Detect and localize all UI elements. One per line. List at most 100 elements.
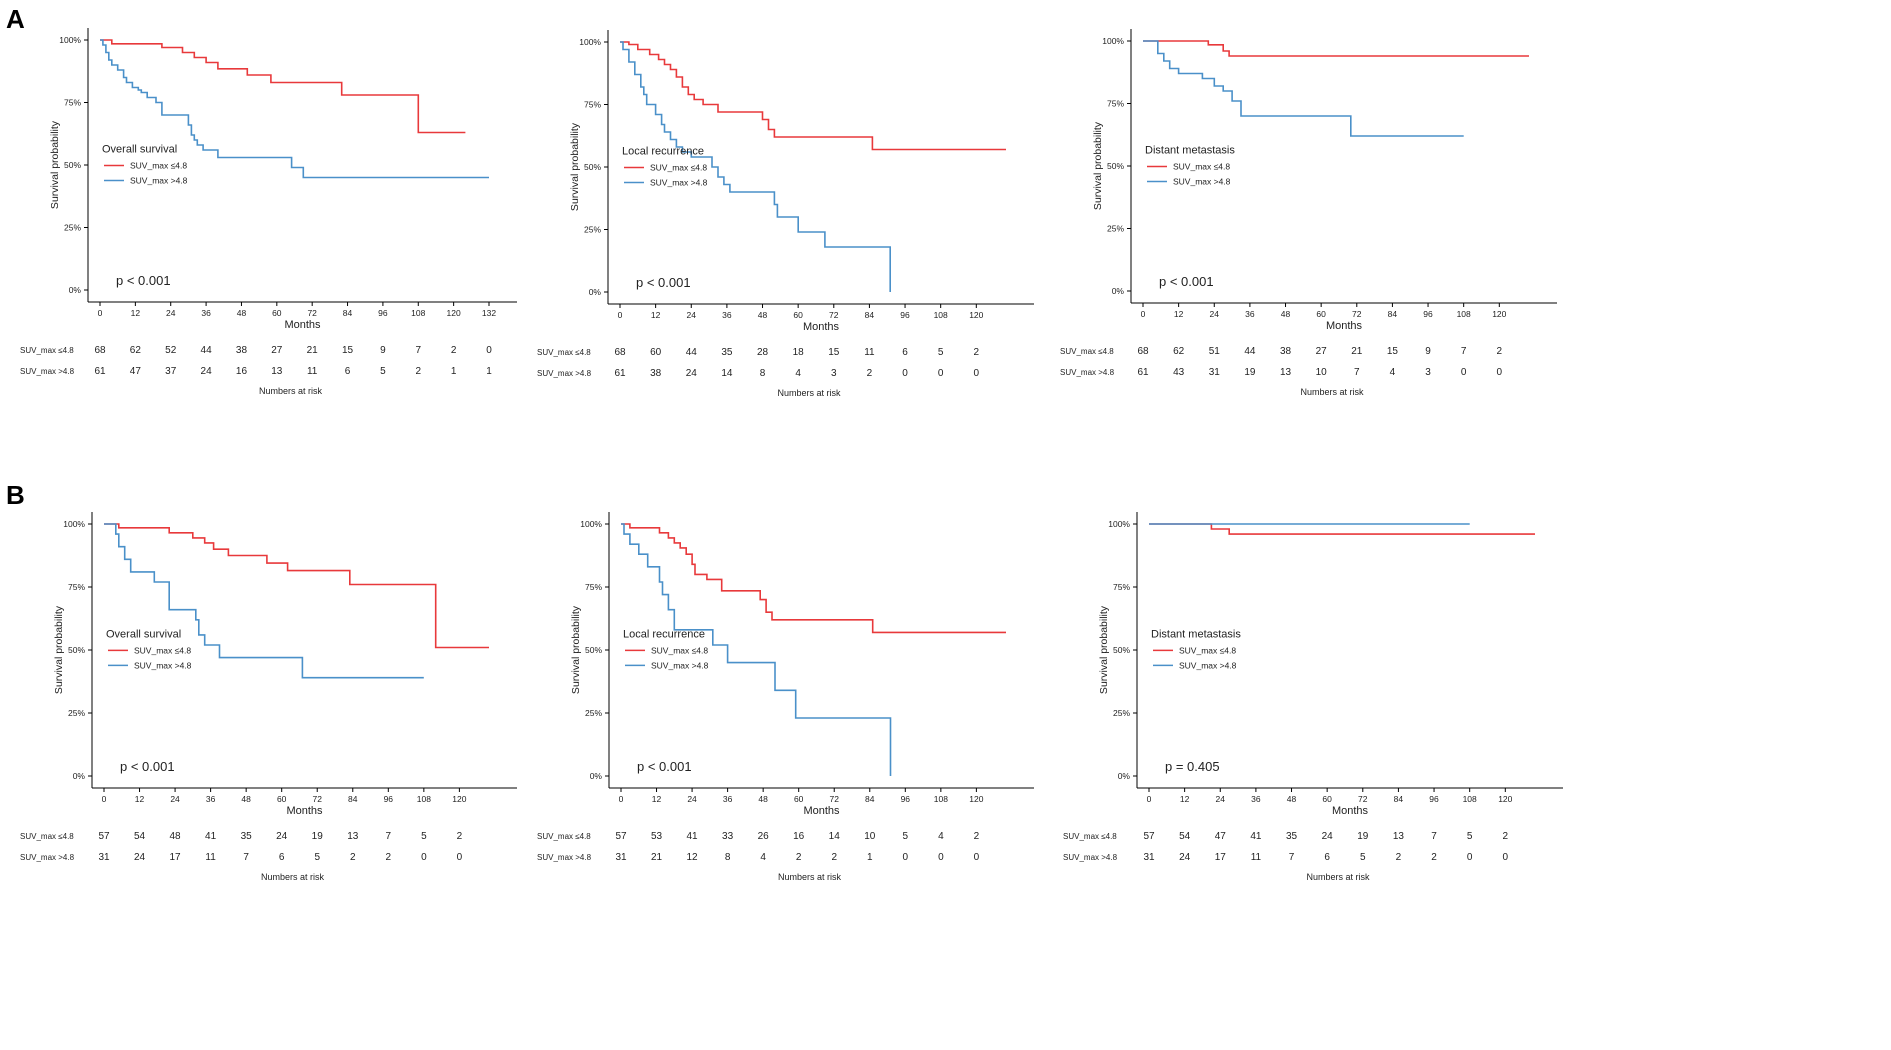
risk-row-label-low: SUV_max ≤4.8 [537, 348, 591, 357]
risk-value: 17 [170, 852, 182, 863]
x-axis-label: Months [1332, 805, 1369, 817]
x-tick-label: 24 [1216, 794, 1226, 804]
risk-value: 0 [1461, 367, 1467, 378]
x-tick-label: 60 [277, 794, 287, 804]
x-tick-label: 132 [482, 308, 496, 318]
risk-value: 2 [974, 347, 980, 358]
risk-row-label-high: SUV_max >4.8 [1060, 368, 1115, 377]
x-tick-label: 96 [378, 308, 388, 318]
x-tick-label: 120 [1498, 794, 1512, 804]
risk-value: 7 [1461, 346, 1467, 357]
x-tick-label: 84 [865, 310, 875, 320]
km-chart-a-middle: 0%25%50%75%100%0 12 24 36 48 60 72 84 96 108 120Mo… [537, 30, 1034, 398]
y-axis-label: Survival probability [49, 120, 61, 209]
x-tick-label: 36 [1245, 309, 1255, 319]
risk-value: 57 [98, 831, 110, 842]
risk-value: 16 [793, 831, 805, 842]
risk-value: 31 [1209, 367, 1221, 378]
x-axis-label: Months [284, 319, 321, 331]
x-tick-label: 84 [348, 794, 358, 804]
legend-label-high: SUV_max >4.8 [650, 178, 708, 188]
y-tick-label: 0% [1118, 771, 1131, 781]
y-tick-label: 50% [64, 160, 81, 170]
km-curve-low [620, 41, 1006, 151]
y-tick-label: 100% [579, 37, 601, 47]
risk-value: 24 [1322, 831, 1334, 842]
risk-value: 2 [1396, 852, 1402, 863]
risk-value: 68 [1137, 346, 1149, 357]
x-tick-label: 72 [829, 794, 839, 804]
x-tick-label: 12 [1174, 309, 1184, 319]
risk-value: 26 [758, 831, 770, 842]
risk-value: 11 [1251, 852, 1262, 863]
x-tick-label: 0 [618, 310, 623, 320]
y-tick-label: 0% [590, 771, 603, 781]
x-tick-label: 120 [969, 794, 983, 804]
risk-value: 3 [831, 368, 837, 379]
risk-value: 4 [1390, 367, 1396, 378]
risk-table-title: Numbers at risk [777, 388, 841, 398]
x-tick-label: 0 [102, 794, 107, 804]
legend-label-low: SUV_max ≤4.8 [1173, 162, 1230, 172]
risk-row-label-low: SUV_max ≤4.8 [20, 832, 74, 841]
risk-value: 57 [615, 831, 627, 842]
x-tick-label: 84 [1394, 794, 1404, 804]
x-tick-label: 0 [1147, 794, 1152, 804]
x-tick-label: 12 [652, 794, 662, 804]
risk-value: 24 [276, 831, 288, 842]
x-tick-label: 120 [447, 308, 461, 318]
risk-value: 7 [1289, 852, 1295, 863]
risk-value: 0 [974, 852, 980, 863]
x-tick-label: 72 [307, 308, 317, 318]
risk-value: 51 [1209, 346, 1221, 357]
x-tick-label: 36 [723, 794, 733, 804]
km-curve-low [100, 39, 466, 134]
risk-value: 35 [241, 831, 253, 842]
risk-value: 0 [938, 852, 944, 863]
legend-title: Local recurrence [622, 146, 704, 158]
risk-value: 33 [722, 831, 734, 842]
risk-value: 7 [415, 345, 421, 356]
x-tick-label: 48 [758, 794, 768, 804]
risk-value: 11 [864, 347, 875, 358]
risk-value: 13 [1393, 831, 1405, 842]
x-tick-label: 48 [241, 794, 251, 804]
risk-value: 62 [130, 345, 142, 356]
x-tick-label: 12 [651, 310, 661, 320]
x-tick-label: 108 [934, 794, 948, 804]
risk-value: 0 [903, 852, 909, 863]
risk-value: 61 [94, 366, 106, 377]
risk-value: 21 [1351, 346, 1363, 357]
legend-label-low: SUV_max ≤4.8 [650, 163, 707, 173]
x-tick-label: 24 [1210, 309, 1220, 319]
risk-value: 7 [1354, 367, 1360, 378]
x-tick-label: 108 [417, 794, 431, 804]
p-value-text: p < 0.001 [1159, 274, 1214, 289]
risk-value: 6 [1324, 852, 1330, 863]
risk-value: 24 [134, 852, 146, 863]
y-tick-label: 100% [1108, 519, 1130, 529]
risk-value: 44 [1244, 346, 1256, 357]
y-tick-label: 25% [1113, 708, 1130, 718]
risk-value: 54 [1179, 831, 1191, 842]
y-tick-label: 25% [1107, 224, 1124, 234]
x-tick-label: 48 [237, 308, 247, 318]
risk-value: 5 [903, 831, 909, 842]
x-tick-label: 84 [865, 794, 875, 804]
risk-value: 15 [342, 345, 354, 356]
x-axis-label: Months [286, 805, 323, 817]
risk-value: 24 [201, 366, 213, 377]
risk-value: 0 [1497, 367, 1503, 378]
x-tick-label: 84 [343, 308, 353, 318]
legend-label-high: SUV_max >4.8 [1173, 177, 1231, 187]
risk-value: 0 [1503, 852, 1509, 863]
panel-letter-a: A [6, 4, 25, 34]
x-tick-label: 120 [1492, 309, 1506, 319]
risk-value: 48 [170, 831, 182, 842]
risk-value: 6 [902, 347, 908, 358]
risk-value: 4 [795, 368, 801, 379]
p-value-text: p < 0.001 [116, 273, 171, 288]
x-tick-label: 96 [384, 794, 394, 804]
risk-value: 27 [271, 345, 283, 356]
